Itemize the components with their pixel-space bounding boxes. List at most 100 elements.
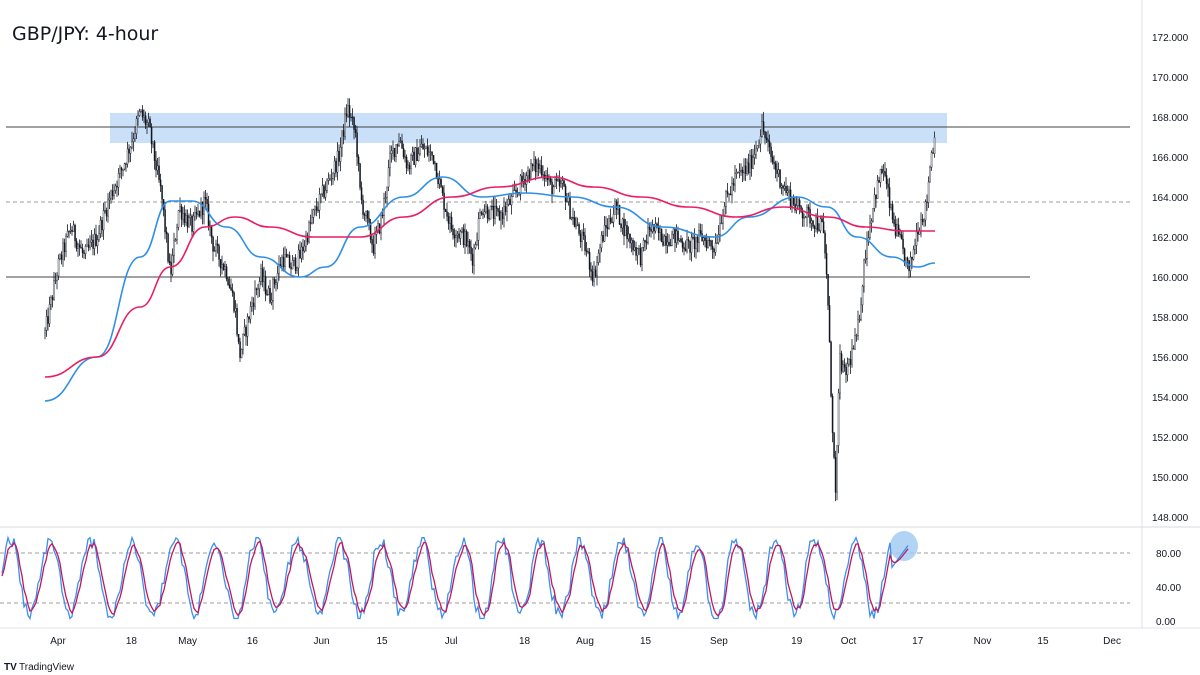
price-tick-label: 154.000 (1152, 393, 1189, 404)
candle-body (98, 233, 100, 240)
candle-body (398, 141, 400, 147)
tradingview-label: TradingView (19, 662, 75, 673)
candle-body (77, 244, 79, 249)
candle-body (341, 130, 343, 148)
price-tick-label: 158.000 (1152, 313, 1189, 324)
candle-body (615, 201, 618, 210)
sma-fast-line (44, 176, 936, 402)
price-axis[interactable]: 172.000 170.000 168.000 166.000 164.000 162.0… (1152, 33, 1189, 524)
candle-body (714, 242, 717, 253)
candle-body (887, 183, 889, 188)
time-tick-label: Dec (1103, 636, 1121, 647)
candle-body (798, 199, 801, 207)
candle-body (540, 165, 543, 175)
candle-body (141, 109, 144, 118)
candle-body (696, 237, 699, 243)
candle-body (740, 169, 742, 172)
candle-body (282, 256, 285, 267)
candle-body (870, 220, 873, 224)
candle-body (269, 288, 271, 303)
candle-body (419, 146, 421, 155)
candle-body (581, 231, 583, 242)
candle-body (564, 185, 567, 202)
candle-body (186, 215, 189, 228)
candle-body (236, 308, 238, 335)
price-tick-label: 168.000 (1152, 113, 1189, 124)
stochastic-pane[interactable] (0, 531, 1130, 621)
candle-body (218, 245, 220, 260)
candle-body (582, 231, 585, 236)
candle-body (534, 159, 537, 172)
candle-body (329, 178, 331, 180)
candle-body (875, 194, 877, 199)
candle-body (180, 206, 183, 220)
candle-body (443, 192, 445, 210)
candle-body (749, 155, 751, 173)
candle-body (573, 217, 576, 227)
candle-body (614, 201, 616, 215)
candle-body (888, 187, 891, 208)
stoch-d-line (1, 540, 909, 617)
candle-body (686, 239, 688, 252)
candle-body (879, 168, 882, 183)
candle-body (672, 228, 675, 235)
candle-body (732, 182, 735, 186)
candle-body (587, 251, 589, 253)
candle-body (468, 241, 471, 248)
candle-body (255, 288, 258, 291)
candle-body (339, 147, 342, 162)
candle-body (570, 217, 573, 219)
candle-body (428, 151, 430, 156)
candle-body (704, 237, 706, 241)
time-axis[interactable]: Apr 18 May 16 Jun 15 Jul 18 Aug 15 Sep 19 Oct 17 Nov 15… (50, 636, 1121, 647)
candle-body (620, 224, 622, 229)
candle-body (126, 148, 129, 165)
candle-body (320, 193, 322, 195)
candle-body (333, 160, 336, 174)
candle-body (726, 191, 729, 194)
candle-body (692, 236, 694, 239)
chart-title: GBP/JPY: 4-hour (12, 23, 158, 45)
candle-body (569, 196, 571, 219)
candle-body (624, 225, 627, 237)
candle-body (786, 190, 789, 193)
candle-body (66, 231, 69, 237)
candle-body (405, 156, 408, 169)
candle-body (536, 163, 538, 172)
candle-body (78, 244, 81, 248)
candle-body (402, 148, 405, 157)
candle-body (440, 178, 442, 188)
time-tick-label: 18 (126, 636, 138, 647)
candle-body (902, 238, 904, 249)
candle-body (495, 206, 498, 209)
candle-body (119, 167, 121, 174)
candle-body (63, 242, 66, 252)
candle-body (392, 147, 394, 151)
candle-body (558, 179, 561, 187)
candle-body (174, 239, 177, 242)
candle-body (809, 209, 811, 224)
candle-body (252, 302, 255, 307)
candle-body (693, 237, 696, 249)
candle-body (560, 183, 562, 187)
price-pane[interactable] (6, 98, 1130, 502)
candle-body (929, 167, 931, 183)
candle-body (363, 214, 366, 216)
stoch-tick-label: 40.00 (1156, 583, 1181, 594)
candle-body (194, 212, 196, 217)
candle-body (125, 163, 127, 165)
candle-body (128, 148, 130, 154)
candle-body (783, 186, 786, 189)
candle-body (293, 257, 295, 261)
candle-body (120, 167, 123, 171)
candle-body (731, 182, 733, 196)
candle-body (834, 457, 837, 493)
time-tick-label: Apr (50, 636, 66, 647)
candle-body (821, 218, 823, 223)
candle-body (744, 165, 747, 174)
tradingview-brand[interactable]: TV TradingView (4, 662, 75, 673)
candle-body (822, 221, 825, 234)
candle-body (471, 253, 474, 266)
candle-body (758, 143, 760, 146)
candle-body (882, 171, 885, 173)
